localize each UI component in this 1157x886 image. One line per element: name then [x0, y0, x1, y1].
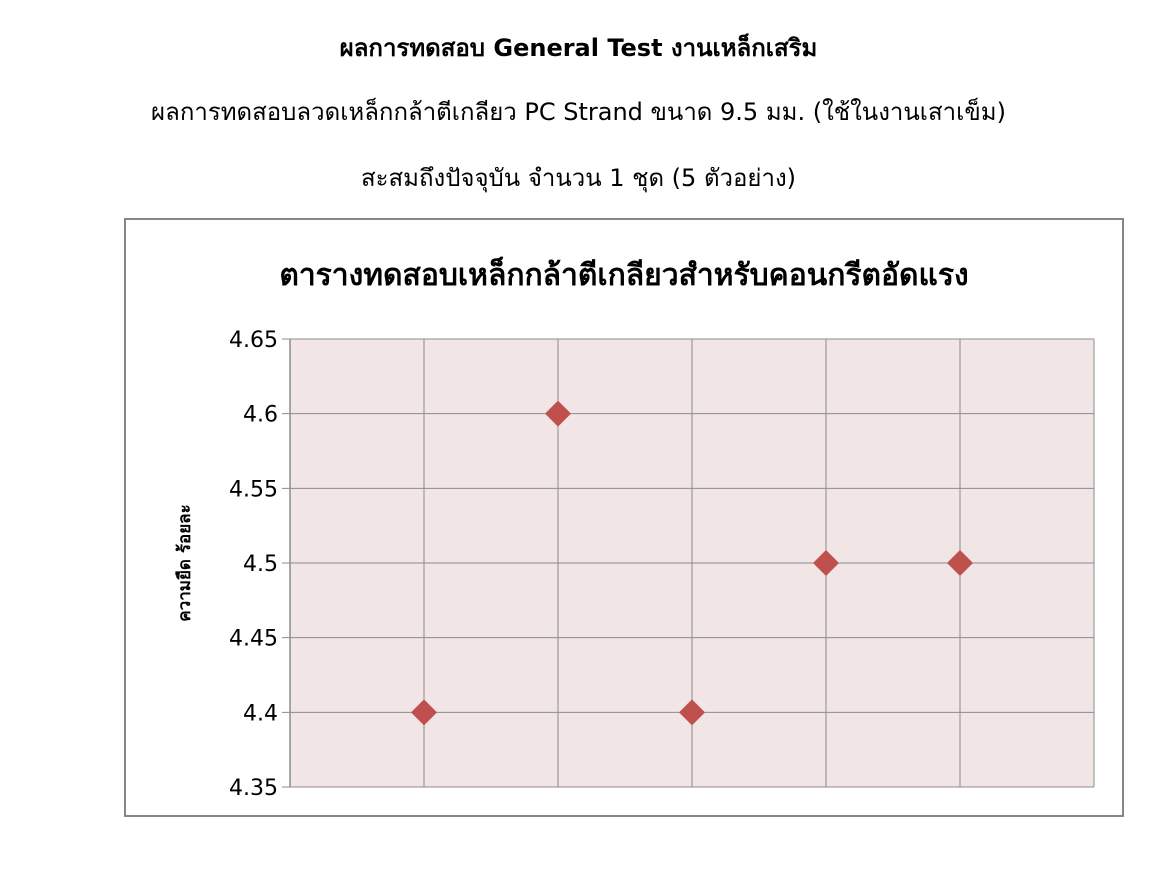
y-axis-label: ความยืด ร้อยละ	[174, 504, 195, 621]
page-title: ผลการทดสอบ General Test งานเหล็กเสริม	[339, 34, 818, 62]
y-tick-label: 4.4	[243, 701, 278, 726]
page-subtitle: ผลการทดสอบลวดเหล็กกล้าตีเกลียว PC Strand…	[151, 98, 1006, 126]
chart-title: ตารางทดสอบเหล็กกล้าตีเกลียวสำหรับคอนกรีต…	[279, 258, 969, 293]
sample-summary: สะสมถึงปัจจุบัน จำนวน 1 ชุด (5 ตัวอย่าง)	[360, 164, 797, 192]
data-point	[411, 699, 437, 726]
chart-frame	[124, 218, 1124, 817]
y-tick-label: 4.55	[229, 477, 278, 502]
y-tick-label: 4.6	[243, 403, 278, 428]
y-tick-label: 4.5	[243, 552, 278, 577]
y-tick-label: 4.35	[229, 776, 278, 801]
data-point	[813, 550, 839, 576]
y-tick-label: 4.65	[229, 328, 278, 353]
data-point	[679, 699, 705, 726]
y-tick-label: 4.45	[229, 627, 278, 652]
data-point	[545, 400, 571, 427]
data-point	[947, 550, 973, 576]
